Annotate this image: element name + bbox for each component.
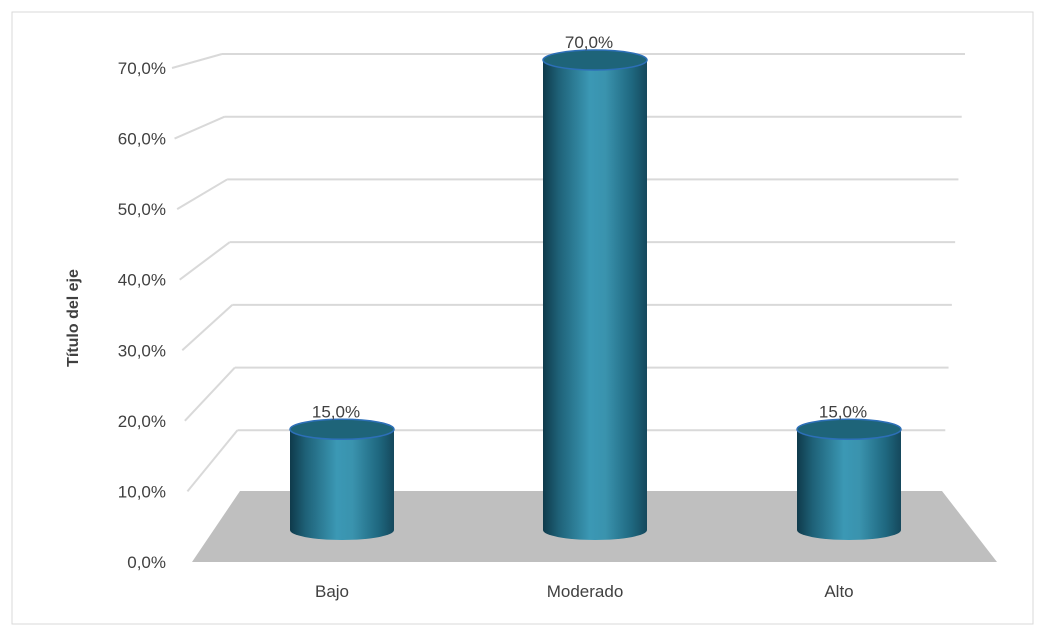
gridline-diagonal (179, 241, 231, 281)
x-axis-labels: Bajo Moderado Alto (315, 582, 854, 601)
gridline-diagonal (186, 429, 239, 493)
bar-body (543, 60, 647, 540)
x-tick-label: Alto (824, 582, 853, 601)
y-tick-label: 50,0% (118, 200, 166, 219)
gridline-diagonal (171, 53, 223, 69)
bars: 15,0% 70,0% 15,0% (289, 33, 902, 540)
bar-top (289, 418, 395, 441)
bar (796, 418, 902, 540)
bar (542, 49, 648, 540)
data-label: 15,0% (312, 402, 360, 421)
gridline-diagonal (184, 366, 236, 422)
data-label: 15,0% (819, 402, 867, 421)
y-tick-label: 20,0% (118, 412, 166, 431)
y-tick-label: 40,0% (118, 271, 166, 290)
bar-top (542, 49, 648, 71)
y-axis-title: Título del eje (65, 269, 82, 367)
y-axis-ticks: 0,0% 10,0% 20,0% 30,0% 40,0% 50,0% 60,0% 70,0% (118, 59, 166, 572)
y-tick-label: 0,0% (127, 553, 166, 572)
x-tick-label: Moderado (547, 582, 624, 601)
bar-body (290, 429, 394, 540)
bar (289, 418, 395, 540)
gridline-diagonal (176, 178, 228, 211)
y-tick-label: 70,0% (118, 59, 166, 78)
y-tick-label: 10,0% (118, 482, 166, 501)
x-tick-label: Bajo (315, 582, 349, 601)
bar-top (796, 418, 902, 441)
data-label: 70,0% (565, 33, 613, 52)
gridline-diagonal (174, 115, 225, 140)
y-tick-label: 60,0% (118, 130, 166, 149)
bar-body (797, 429, 901, 540)
y-tick-label: 30,0% (118, 341, 166, 360)
gridline-diagonal (181, 304, 233, 352)
